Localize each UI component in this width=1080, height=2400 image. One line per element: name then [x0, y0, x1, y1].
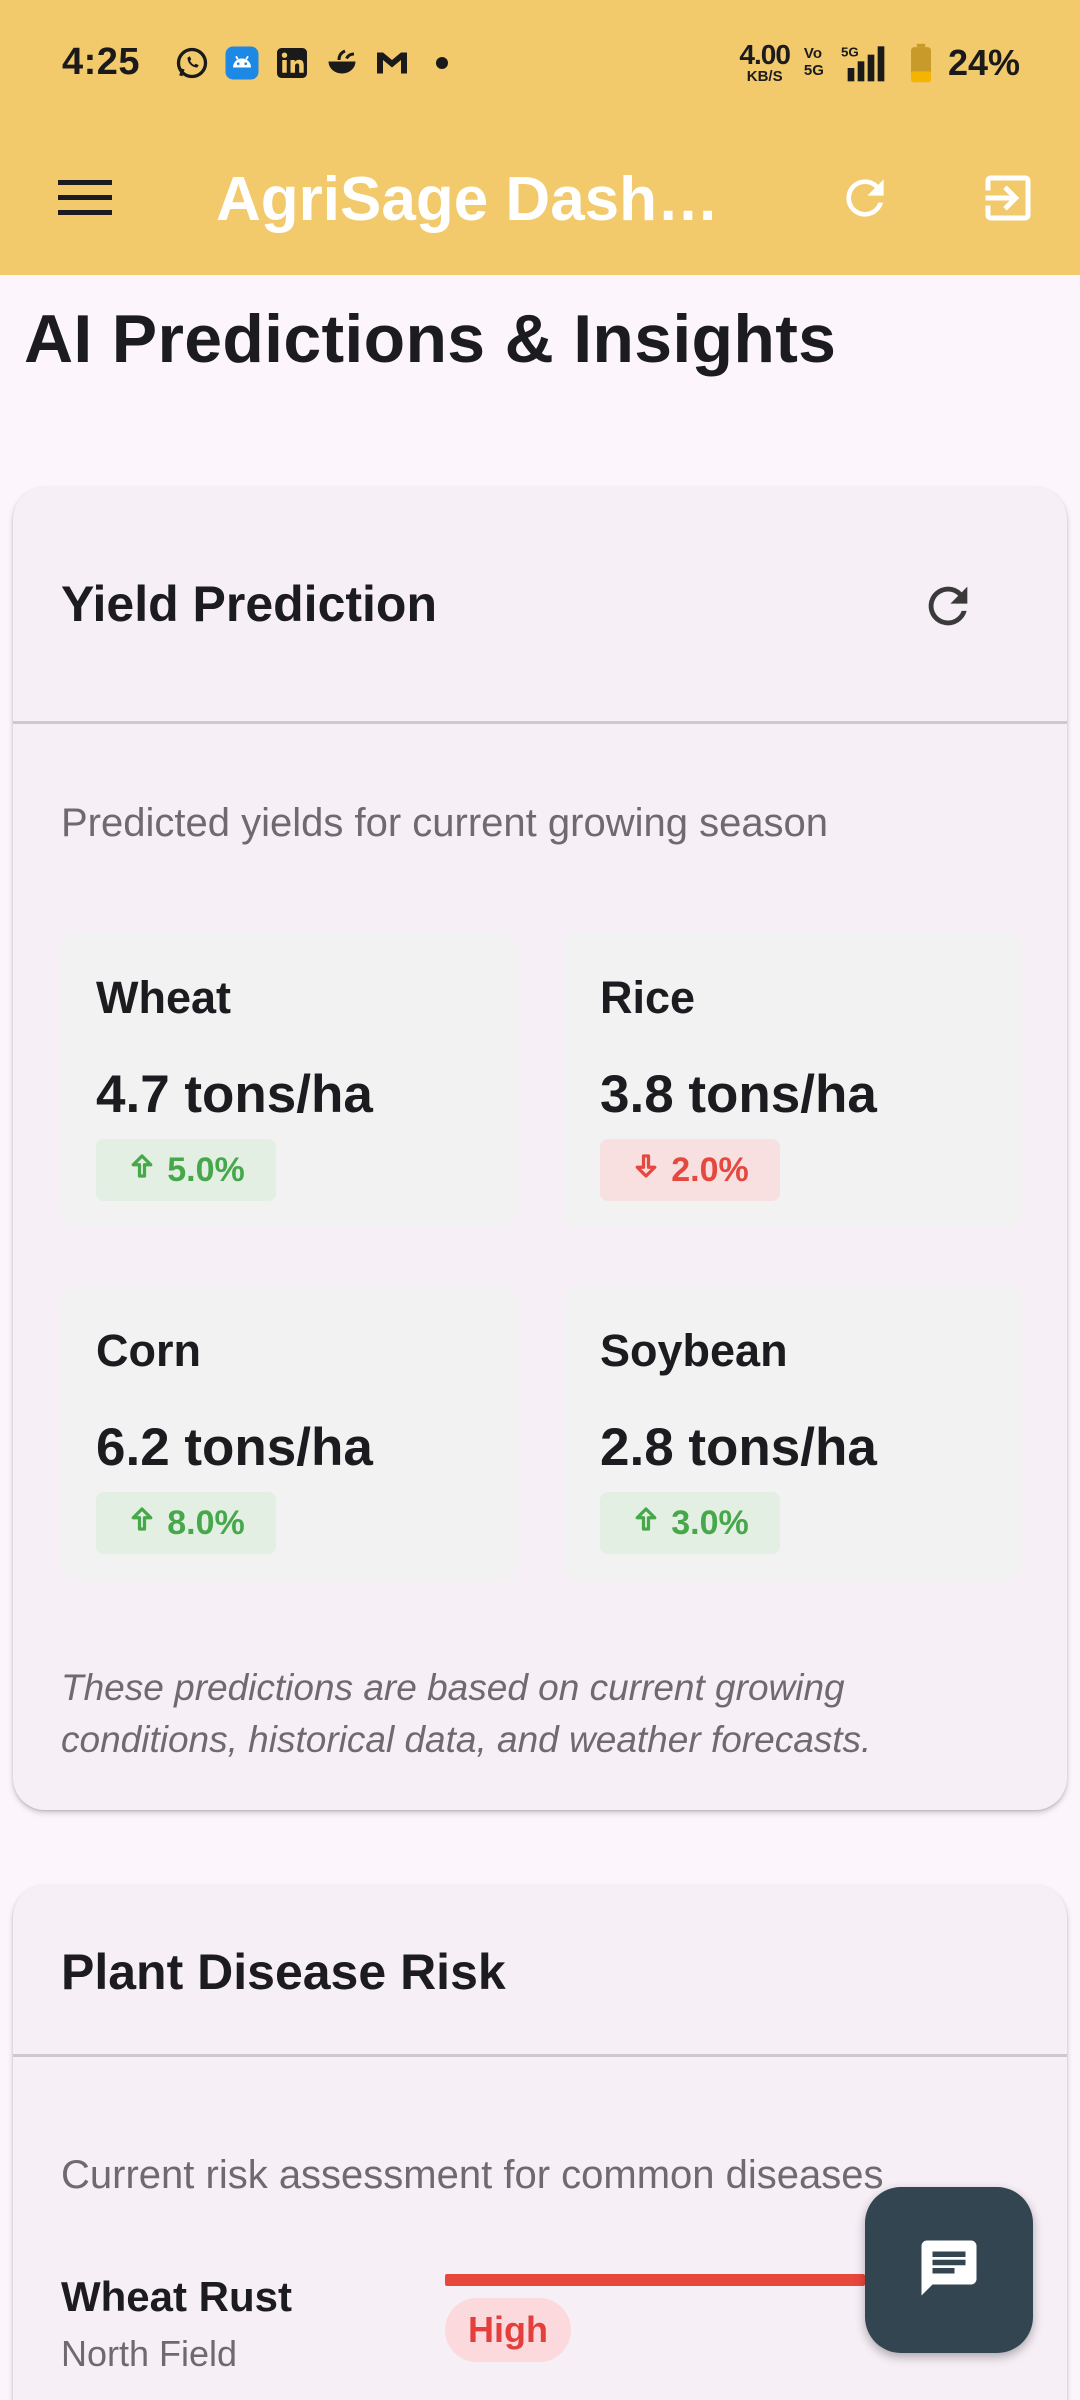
crop-yield-value: 4.7 tons/ha — [96, 1065, 373, 1124]
app-title: AgriSage Dashboard — [216, 165, 756, 234]
refresh-icon — [919, 577, 977, 640]
trend-badge: 8.0% — [96, 1492, 276, 1554]
app-bar: AgriSage Dashboard — [0, 125, 1080, 275]
card-subtitle: Predicted yields for current growing sea… — [61, 801, 829, 845]
disease-location: North Field — [61, 2333, 238, 2374]
crop-name: Corn — [96, 1325, 201, 1376]
trend-badge: 3.0% — [600, 1492, 780, 1554]
refresh-button[interactable] — [830, 160, 900, 240]
card-subtitle: Current risk assessment for common disea… — [61, 2153, 884, 2197]
crop-name: Rice — [600, 972, 696, 1023]
menu-button[interactable] — [50, 165, 120, 235]
status-time: 4:25 — [62, 41, 141, 83]
arrow-up-icon — [127, 1504, 157, 1543]
card-title: Plant Disease Risk — [61, 1944, 506, 2000]
crop-tile-corn: Corn 6.2 tons/ha 8.0% — [60, 1285, 518, 1581]
battery-icon — [908, 43, 934, 82]
network-speed: 4.00 KB/S — [739, 39, 790, 85]
chat-icon — [916, 2235, 982, 2306]
crop-yield-value: 6.2 tons/ha — [96, 1418, 373, 1477]
volte-indicator: Vo 5G — [803, 45, 824, 79]
crop-tile-soybean: Soybean 2.8 tons/ha 3.0% — [564, 1285, 1022, 1581]
crop-name: Soybean — [600, 1325, 788, 1376]
linkedin-icon — [274, 45, 310, 81]
disease-name: Wheat Rust — [61, 2273, 292, 2320]
battery-percent: 24% — [947, 41, 1020, 83]
whatsapp-icon — [174, 45, 210, 81]
card-header: Yield Prediction — [13, 487, 1067, 724]
chat-fab-button[interactable] — [865, 2187, 1033, 2353]
dot-icon — [424, 45, 460, 81]
signal-icon: 5G — [838, 44, 894, 81]
gmail-icon — [374, 45, 410, 81]
status-right: 4.00 KB/S Vo 5G 5G 24% — [739, 39, 1020, 85]
bowl-app-icon — [324, 45, 360, 81]
risk-badge: High — [445, 2298, 571, 2362]
crop-name: Wheat — [96, 972, 231, 1023]
menu-icon — [56, 176, 114, 225]
svg-text:5G: 5G — [841, 44, 859, 59]
arrow-up-icon — [127, 1151, 157, 1190]
risk-level-bar — [445, 2274, 865, 2286]
crop-tile-wheat: Wheat 4.7 tons/ha 5.0% — [60, 932, 518, 1228]
arrow-down-icon — [631, 1151, 661, 1190]
page-title: AI Predictions & Insights — [24, 301, 837, 377]
trend-badge: 5.0% — [96, 1139, 276, 1201]
logout-icon — [978, 168, 1038, 233]
yield-prediction-card: Yield Prediction Predicted yields for cu… — [13, 487, 1067, 1810]
crop-yield-value: 3.8 tons/ha — [600, 1065, 877, 1124]
crop-tile-rice: Rice 3.8 tons/ha 2.0% — [564, 932, 1022, 1228]
crop-yield-value: 2.8 tons/ha — [600, 1418, 877, 1477]
logout-button[interactable] — [972, 160, 1044, 240]
yield-refresh-button[interactable] — [913, 573, 983, 643]
refresh-icon — [837, 170, 893, 231]
prediction-footnote: These predictions are based on current g… — [61, 1667, 872, 1760]
status-bar: 4:25 4.00 KB/S Vo 5G 5G — [0, 0, 1080, 125]
android-app-icon — [224, 45, 260, 81]
notification-icons — [174, 45, 460, 81]
trend-badge: 2.0% — [600, 1139, 780, 1201]
arrow-up-icon — [631, 1504, 661, 1543]
card-title: Yield Prediction — [61, 576, 438, 632]
card-header: Plant Disease Risk — [13, 1885, 1067, 2057]
